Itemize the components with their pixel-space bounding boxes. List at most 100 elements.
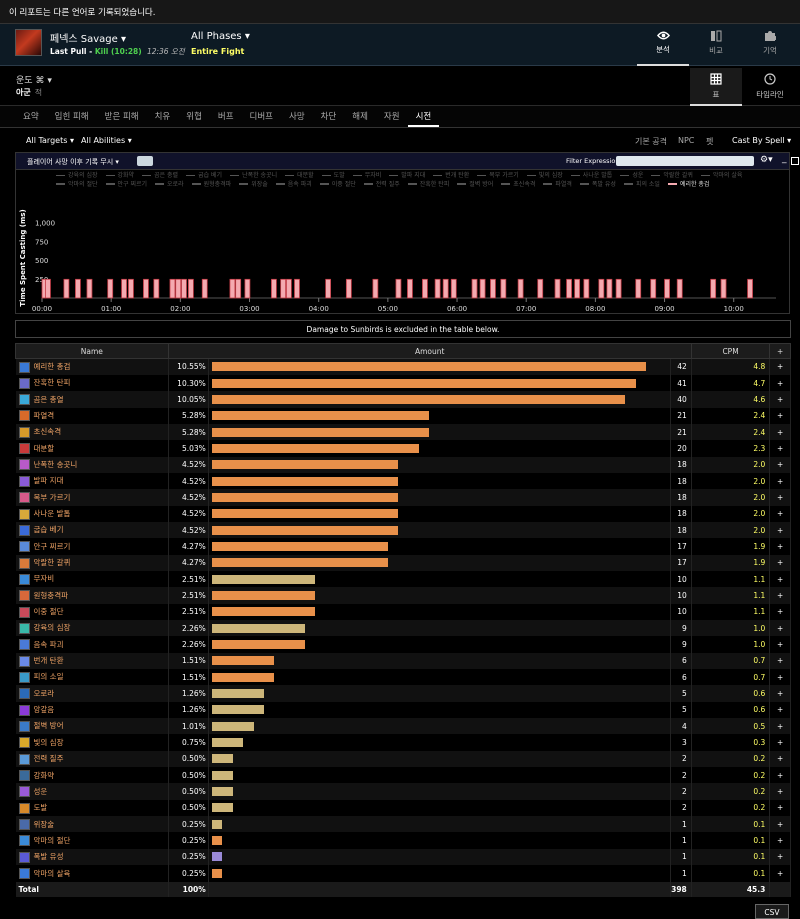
cast-bar[interactable] — [566, 278, 572, 299]
minimize-icon[interactable]: _ — [782, 154, 787, 164]
ability-name-link[interactable]: 난폭한 송곳니 — [33, 459, 78, 469]
ability-name-link[interactable]: 사나운 발톱 — [33, 509, 71, 519]
table-row[interactable]: 곰은 총열 10.05% 40 4.6 + — [15, 391, 791, 408]
cast-bar[interactable] — [286, 278, 292, 299]
cast-bar[interactable] — [86, 278, 93, 299]
expand-button[interactable]: + — [769, 620, 791, 637]
ability-name-link[interactable]: 강육의 심장 — [33, 623, 71, 633]
legend-item[interactable]: 초신속격 — [501, 181, 535, 188]
expand-button[interactable]: + — [769, 750, 791, 768]
table-row[interactable]: 원형충격파 2.51% 10 1.1 + — [15, 587, 791, 604]
cast-bar[interactable] — [442, 278, 449, 299]
csv-button[interactable]: CSV — [755, 904, 789, 919]
legend-item[interactable]: 음속 파괴 — [275, 181, 312, 188]
legend-item[interactable]: 발파 지대 — [389, 172, 425, 179]
maximize-icon[interactable] — [791, 157, 799, 165]
table-row[interactable]: 잔혹한 탄피 10.30% 41 4.7 + — [15, 374, 791, 392]
legend-item[interactable]: 대분할 — [285, 172, 314, 179]
cast-bar[interactable] — [153, 278, 160, 299]
table-row[interactable]: 이중 절단 2.51% 10 1.1 + — [15, 603, 791, 620]
tab-resources[interactable]: 자원 — [383, 112, 400, 122]
death-filter-dropdown[interactable]: 플레이어 사망 이후 기록 무시 ▾ — [27, 158, 119, 166]
cast-bar[interactable] — [201, 278, 208, 299]
tab-damage-taken[interactable]: 받은 피해 — [104, 112, 139, 122]
cast-bar[interactable] — [710, 278, 717, 299]
abilities-dropdown[interactable]: All Abilities ▾ — [81, 136, 132, 145]
cast-bar[interactable] — [45, 278, 51, 299]
legend-item[interactable]: 난폭한 송곳니 — [230, 172, 277, 179]
cast-bar[interactable] — [479, 278, 486, 299]
expand-button[interactable]: + — [769, 718, 791, 735]
ability-name-link[interactable]: 폭발 유성 — [33, 852, 64, 862]
expand-button[interactable]: + — [769, 407, 791, 424]
faction-toggle[interactable]: 아군 적 — [16, 88, 43, 97]
cast-bar[interactable] — [63, 278, 70, 299]
cast-bar[interactable] — [181, 278, 187, 299]
legend-item[interactable]: 복부 가르기 — [477, 172, 519, 179]
expand-button[interactable]: + — [769, 570, 791, 588]
cast-bar[interactable] — [294, 278, 300, 299]
cast-bar[interactable] — [121, 278, 127, 299]
legend-item[interactable]: 원형충격파 — [191, 181, 231, 188]
cast-bar[interactable] — [422, 278, 428, 299]
tab-threat[interactable]: 위협 — [186, 112, 202, 122]
cast-bar[interactable] — [107, 278, 114, 299]
ability-name-link[interactable]: 발파 지대 — [33, 476, 64, 486]
ability-name-link[interactable]: 이중 절단 — [33, 607, 64, 617]
expand-button[interactable]: + — [769, 701, 791, 719]
ability-name-link[interactable]: 원형충격파 — [33, 590, 69, 600]
table-row[interactable]: 악랄한 갈퀴 4.27% 17 1.9 + — [15, 554, 791, 571]
cast-bar[interactable] — [325, 278, 332, 299]
ability-name-link[interactable]: 무자비 — [33, 574, 55, 584]
ability-name-link[interactable]: 복부 가르기 — [33, 492, 71, 502]
cast-bar[interactable] — [345, 278, 352, 299]
ability-name-link[interactable]: 전력 질주 — [33, 754, 64, 764]
expand-button[interactable]: + — [769, 783, 791, 800]
cast-bar[interactable] — [175, 278, 182, 299]
cast-bar[interactable] — [500, 278, 507, 299]
cast-bar[interactable] — [244, 278, 251, 299]
legend-item[interactable]: 피의 소일 — [623, 181, 660, 188]
ability-name-link[interactable]: 대분할 — [33, 443, 55, 453]
ability-name-link[interactable]: 악마의 절단 — [33, 835, 71, 845]
expand-button[interactable]: + — [769, 391, 791, 408]
expand-button[interactable]: + — [769, 374, 791, 392]
expand-button[interactable]: + — [769, 767, 791, 784]
legend-item[interactable]: 파열격 — [543, 181, 572, 188]
legend-item[interactable]: 사나운 발톱 — [570, 172, 612, 179]
legend-item[interactable]: 번개 탄환 — [433, 172, 469, 179]
tab-memory[interactable]: 기억 — [744, 28, 796, 66]
ability-name-link[interactable]: 위장술 — [33, 819, 55, 829]
tab-dispels[interactable]: 해제 — [352, 112, 368, 122]
cast-bar[interactable] — [574, 278, 581, 299]
tab-damage-done[interactable]: 입힌 피해 — [54, 112, 89, 122]
cast-bar[interactable] — [635, 278, 642, 299]
cast-bar[interactable] — [75, 278, 81, 299]
expand-button[interactable]: + — [769, 521, 791, 539]
cast-by-dropdown[interactable]: Cast By Spell ▾ — [732, 136, 792, 145]
col-name[interactable]: Name — [15, 343, 169, 359]
tab-compare[interactable]: 비교 — [690, 28, 742, 66]
toggle-switch[interactable] — [137, 156, 153, 166]
legend-item[interactable]: 악마의 절단 — [56, 181, 98, 188]
ability-name-link[interactable]: 굽습 베기 — [33, 525, 64, 535]
table-row[interactable]: 악마의 절단 0.25% 1 0.1 + — [15, 832, 791, 849]
phase-selector[interactable]: All Phases ▾ — [191, 31, 250, 42]
legend-item[interactable]: 잔혹한 탄피 — [407, 181, 449, 188]
ability-name-link[interactable]: 악랄한 갈퀴 — [33, 558, 71, 568]
ability-name-link[interactable]: 잔혹한 탄피 — [33, 378, 71, 388]
cast-bar[interactable] — [235, 278, 242, 299]
tab-healing[interactable]: 치유 — [154, 112, 171, 122]
tab-casts[interactable]: 시전 — [407, 106, 440, 127]
cast-bar[interactable] — [517, 278, 524, 299]
legend-item[interactable]: 강화약 — [105, 172, 134, 179]
table-row[interactable]: 피의 소일 1.51% 6 0.7 + — [15, 669, 791, 686]
expand-button[interactable]: + — [769, 472, 791, 490]
legend-item[interactable]: 오로라 — [155, 181, 184, 188]
legend-item[interactable]: 도발 — [321, 172, 345, 179]
table-row[interactable]: 굽습 베기 4.52% 18 2.0 + — [15, 521, 791, 539]
ability-name-link[interactable]: 절벽 방어 — [33, 721, 64, 731]
gear-icon[interactable]: ⚙▾ — [760, 155, 773, 165]
ability-name-link[interactable]: 예리한 총검 — [33, 362, 71, 372]
table-row[interactable]: 절벽 방어 1.01% 4 0.5 + — [15, 718, 791, 735]
